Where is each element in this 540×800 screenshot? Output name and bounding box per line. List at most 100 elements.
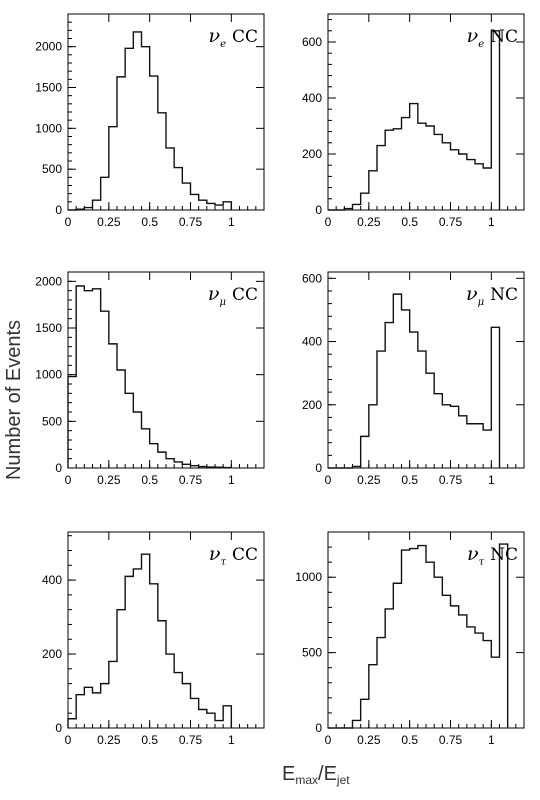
panel-label-flavor: μ	[219, 297, 226, 308]
histogram-bin	[150, 584, 158, 728]
y-tick-label: 0	[55, 461, 62, 475]
x-tick-label: 0	[325, 473, 332, 487]
y-tick-label: 400	[42, 573, 62, 587]
x-axis-label-sub-den: jet	[336, 773, 350, 787]
histogram-bin	[182, 684, 190, 728]
panel-label-current: NC	[490, 545, 518, 565]
histogram-bin	[191, 194, 199, 210]
panel-label-flavor: τ	[479, 557, 485, 568]
y-tick-label: 0	[55, 721, 62, 735]
histogram-bin	[361, 193, 369, 210]
panel-label-flavor: e	[220, 39, 226, 50]
histogram-series	[68, 31, 233, 211]
histogram-series	[67, 285, 233, 469]
histogram-bin	[84, 291, 92, 468]
y-tick-label: 400	[302, 91, 322, 105]
panel-label-nu: ν	[467, 25, 479, 47]
histogram-bin	[459, 615, 467, 728]
histogram-bin	[215, 721, 223, 728]
panel-label-nu: ν	[466, 283, 478, 305]
histogram-bin	[93, 289, 101, 468]
histogram-bin	[500, 544, 508, 728]
histogram-bin	[158, 621, 166, 728]
histogram-bin	[150, 76, 158, 210]
histogram-bin	[385, 609, 393, 728]
histogram-bin	[158, 452, 166, 468]
histogram-bin	[393, 583, 401, 728]
histogram-bin	[451, 606, 459, 728]
y-tick-label: 0	[315, 203, 322, 217]
y-tick-label: 500	[302, 646, 322, 660]
x-tick-label: 0.5	[141, 215, 158, 229]
histogram-bin	[491, 31, 499, 210]
histogram-bin	[223, 202, 231, 210]
histogram-bin	[369, 405, 377, 468]
histogram-bin	[467, 627, 475, 728]
x-axis-label: Emax/Ejet	[282, 763, 350, 787]
x-axis-label-sub-num: max	[295, 773, 318, 787]
histogram-bin	[402, 310, 410, 468]
x-tick-label: 1	[228, 215, 235, 229]
histogram-bin	[393, 294, 401, 468]
histogram-bin	[483, 168, 491, 210]
histogram-bin	[442, 405, 450, 468]
x-tick-label: 0.25	[97, 215, 121, 229]
x-axis-label-sep: /E	[318, 763, 337, 785]
histogram-series	[328, 30, 501, 211]
histogram-bin	[76, 695, 84, 728]
panel-label-flavor: e	[478, 39, 484, 50]
y-tick-label: 0	[315, 461, 322, 475]
histogram-bin	[442, 143, 450, 210]
histogram-bin	[369, 665, 377, 728]
histogram-bin	[491, 657, 499, 728]
y-tick-label: 1000	[35, 368, 62, 382]
y-tick-label: 2000	[35, 40, 62, 54]
histogram-bin	[109, 661, 117, 728]
histogram-bin	[385, 130, 393, 210]
panel-label-nu: ν	[209, 543, 221, 565]
x-tick-label: 0	[325, 733, 332, 747]
histogram-bin	[353, 720, 361, 728]
x-tick-label: 0.75	[439, 215, 463, 229]
histogram-panel-5: 0 0.25 0.5 0.75 1 0 200 400 ντ CC	[42, 531, 265, 747]
x-tick-label: 0	[325, 215, 332, 229]
panel-label-current: CC	[232, 285, 258, 305]
panel-label-current: CC	[232, 27, 258, 47]
histogram-bin	[68, 377, 76, 468]
panel-label-current: CC	[232, 545, 258, 565]
histogram-bin	[377, 351, 385, 468]
histogram-bin	[207, 203, 215, 210]
x-tick-label: 0.25	[357, 733, 381, 747]
histogram-bin	[199, 710, 207, 728]
histogram-bin	[451, 406, 459, 468]
y-tick-label: 200	[42, 647, 62, 661]
y-tick-label: 400	[302, 335, 322, 349]
histogram-bin	[166, 654, 174, 728]
histogram-bin	[418, 123, 426, 210]
histogram-bin	[174, 673, 182, 728]
histogram-bin	[410, 332, 418, 468]
panel-label-flavor: τ	[220, 557, 226, 568]
histogram-bin	[491, 327, 499, 468]
histogram-bin	[76, 286, 84, 468]
histogram-bin	[459, 416, 467, 468]
panel-label: νμ CC	[208, 283, 258, 308]
y-tick-label: 2000	[35, 274, 62, 288]
histogram-bin	[393, 129, 401, 210]
x-tick-label: 1	[488, 215, 495, 229]
y-tick-label: 500	[42, 414, 62, 428]
histogram-bin	[475, 424, 483, 468]
histogram-bin	[418, 546, 426, 728]
panel-label: ντ CC	[209, 543, 258, 568]
histogram-bin	[434, 394, 442, 468]
panel-label: ντ NC	[467, 543, 518, 568]
histogram-bin	[377, 146, 385, 210]
panel-label: νμ NC	[466, 283, 518, 308]
histogram-bin	[467, 424, 475, 468]
histogram-bin	[174, 168, 182, 210]
histogram-bin	[133, 569, 141, 728]
x-tick-label: 1	[228, 733, 235, 747]
panel-label-current: NC	[490, 27, 518, 47]
